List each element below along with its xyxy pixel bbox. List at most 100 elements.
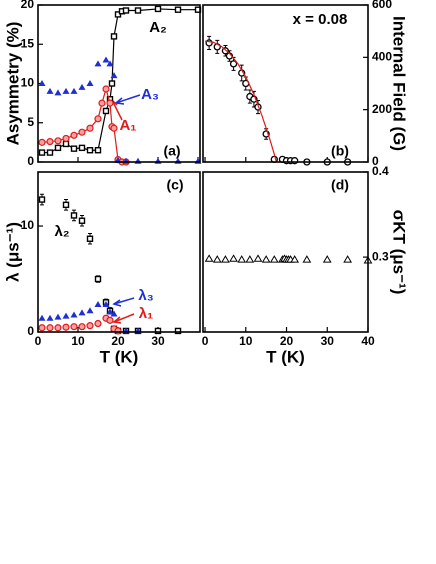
marker <box>174 327 182 335</box>
marker <box>78 83 86 90</box>
annotation: A₂ <box>149 19 167 36</box>
marker <box>46 149 54 156</box>
marker <box>70 131 78 139</box>
annotation: A₃ <box>141 86 159 103</box>
marker <box>54 313 62 320</box>
y-tick-label: 5 <box>27 115 34 129</box>
y-tick-label: 0.3 <box>372 249 389 263</box>
marker <box>94 300 102 307</box>
marker <box>102 56 110 63</box>
marker <box>221 255 230 263</box>
marker <box>62 140 70 148</box>
marker <box>212 255 222 263</box>
marker <box>94 147 102 154</box>
marker <box>46 137 54 146</box>
marker <box>261 255 271 263</box>
y-tick-label: 200 <box>372 102 392 116</box>
marker <box>46 314 54 321</box>
marker <box>174 6 182 13</box>
marker <box>302 255 312 263</box>
marker <box>253 254 263 262</box>
marker <box>86 124 94 132</box>
arrow <box>111 99 123 121</box>
y-tick-label: 0 <box>27 154 34 168</box>
marker <box>322 255 332 263</box>
marker <box>245 255 255 263</box>
marker <box>46 324 54 332</box>
marker <box>62 323 70 331</box>
marker <box>110 310 118 317</box>
y-tick-label: 10 <box>21 76 35 90</box>
panel-frame <box>37 171 201 333</box>
marker <box>78 144 86 152</box>
marker <box>269 255 279 263</box>
marker <box>106 99 114 107</box>
marker <box>229 254 238 262</box>
y-tick-label: 10 <box>21 218 35 232</box>
y-tick-label: 0 <box>27 324 34 338</box>
y-tick-label: 0.4 <box>372 164 389 178</box>
marker <box>62 87 70 94</box>
marker <box>290 255 300 263</box>
marker <box>86 147 94 154</box>
marker <box>78 128 86 136</box>
marker <box>78 309 86 316</box>
marker <box>70 87 78 94</box>
arrow-head <box>112 299 122 307</box>
marker <box>62 134 70 143</box>
marker <box>70 323 78 331</box>
marker <box>38 149 46 156</box>
marker <box>343 255 353 263</box>
marker <box>54 144 62 152</box>
arrows <box>109 94 141 324</box>
x-tick-label: 0 <box>202 334 209 348</box>
marker <box>102 300 110 307</box>
marker <box>54 89 62 96</box>
x-axis-title: T (K) <box>266 347 305 366</box>
annotation: λ₂ <box>54 223 69 240</box>
panel-label: (d) <box>331 177 349 193</box>
y-tick-label: 0 <box>372 154 379 168</box>
series-line <box>204 40 277 163</box>
marker <box>54 324 62 332</box>
y-axis-title: Asymmetry (%) <box>3 22 22 146</box>
annotation: λ₃ <box>138 287 153 304</box>
annotation: x = 0.08 <box>293 11 348 28</box>
x-tick-label: 20 <box>280 334 294 348</box>
x-axis-title: T (K) <box>100 347 139 366</box>
marker <box>94 115 102 123</box>
marker <box>106 308 114 315</box>
marker <box>70 311 78 318</box>
marker <box>86 80 94 86</box>
marker <box>108 80 116 87</box>
marker <box>134 7 142 14</box>
panel-label: (c) <box>166 177 183 193</box>
marker <box>54 137 62 145</box>
marker <box>38 80 46 86</box>
annotation: A₁ <box>119 117 136 134</box>
arrow <box>115 94 141 104</box>
y-tick-label: 600 <box>372 0 392 11</box>
panel-frame <box>202 171 369 333</box>
marker <box>38 324 46 332</box>
x-tick-label: 30 <box>151 334 165 348</box>
arrow-head <box>112 316 122 324</box>
panel-label: (a) <box>163 143 180 159</box>
marker <box>154 5 162 13</box>
marker <box>94 60 102 67</box>
y-axis-title: σKT (μs⁻¹) <box>390 210 409 295</box>
y-tick-label: 15 <box>21 36 35 50</box>
y-axis-title: Internal Field (G) <box>390 16 409 151</box>
marker <box>86 307 94 314</box>
marker <box>154 327 162 335</box>
marker <box>98 99 106 107</box>
y-axis-title: λ (μs⁻¹) <box>3 222 22 282</box>
marker <box>102 107 110 115</box>
marker <box>110 72 118 79</box>
y-tick-label: 20 <box>21 0 35 11</box>
marker <box>106 60 114 67</box>
marker <box>110 124 118 132</box>
marker <box>86 322 94 330</box>
marker <box>62 201 70 209</box>
